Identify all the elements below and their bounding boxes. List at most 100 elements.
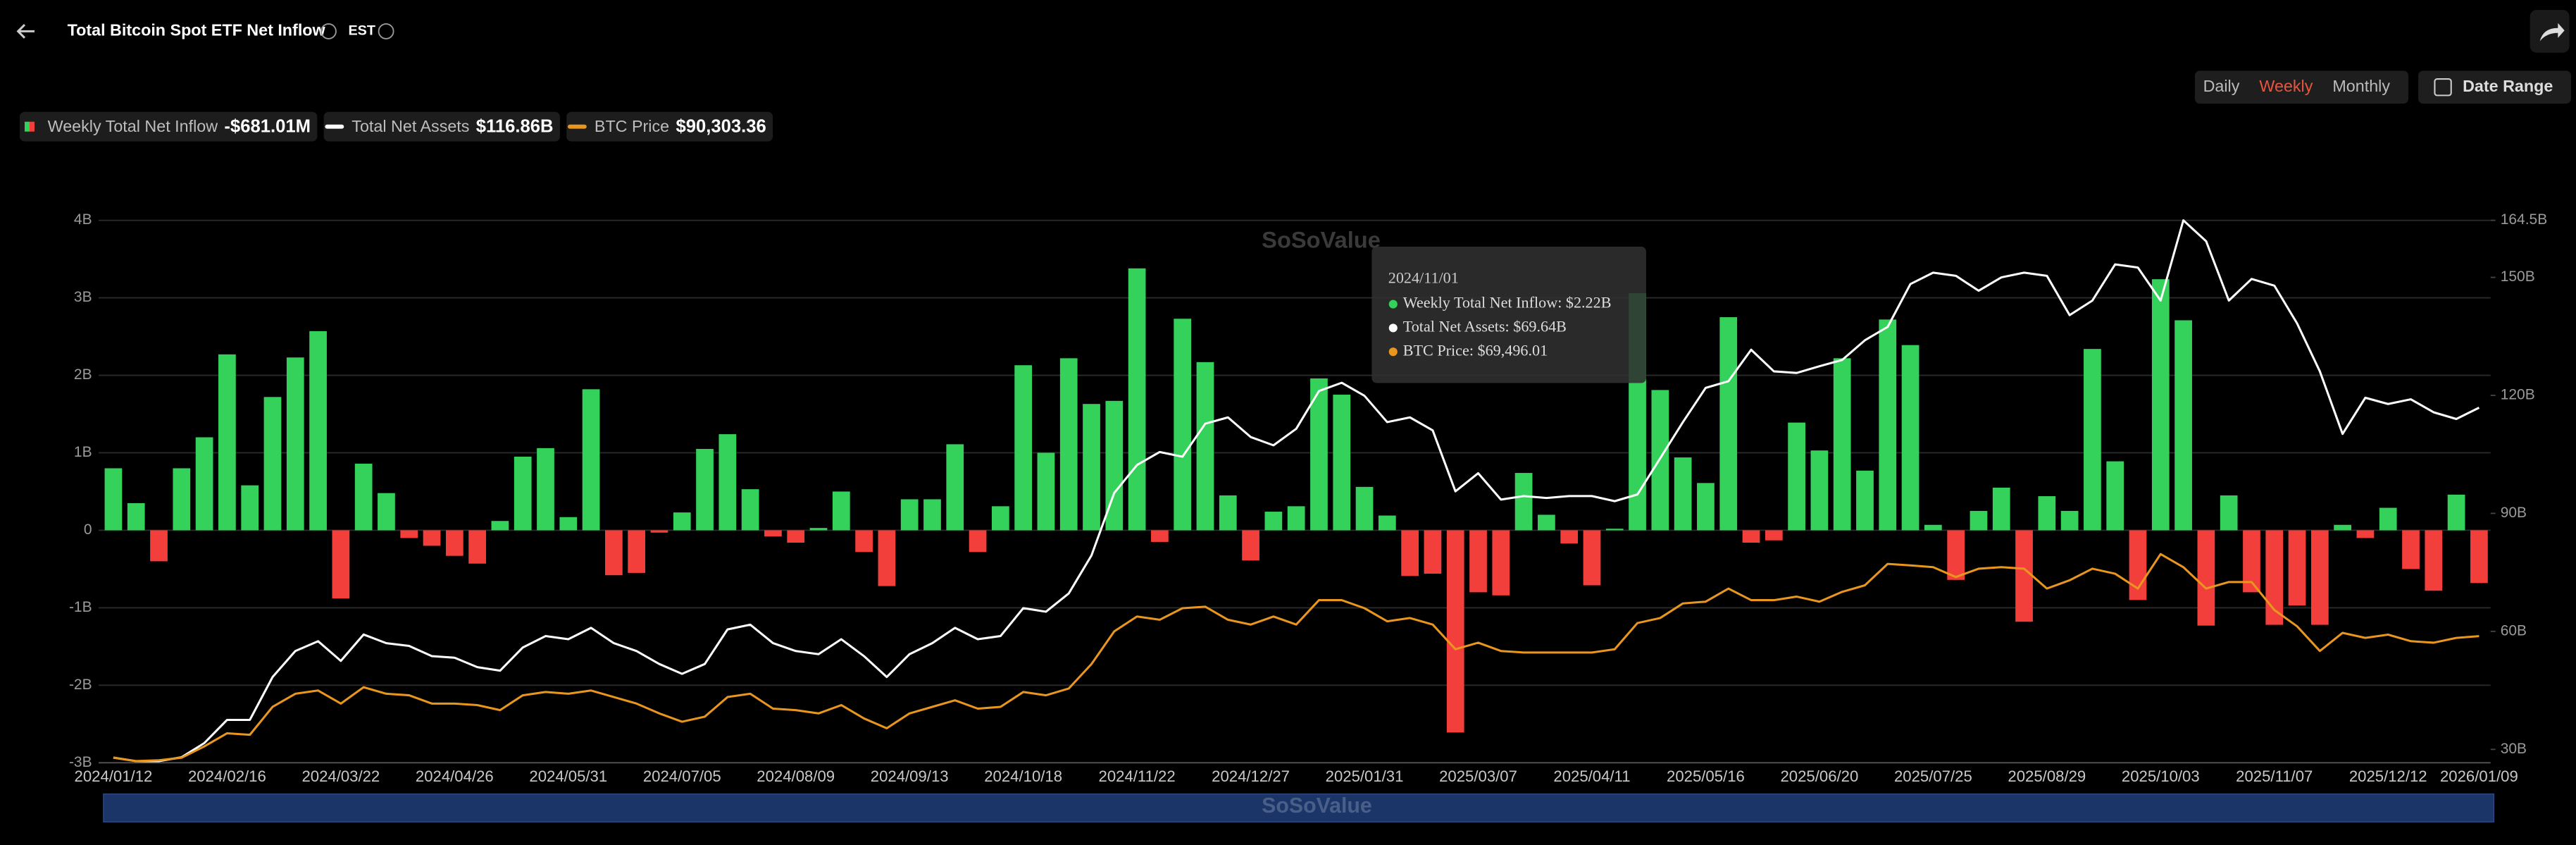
- bar: [2038, 496, 2055, 530]
- bar: [446, 530, 463, 555]
- bar: [742, 489, 759, 530]
- tooltip: [1371, 247, 1645, 383]
- bar: [628, 530, 645, 572]
- bar: [1014, 365, 1032, 530]
- bar: [2174, 320, 2192, 530]
- y2-tick-label: 30B: [2501, 741, 2527, 757]
- bar: [1719, 317, 1737, 530]
- bar: [1492, 530, 1510, 595]
- bar: [1219, 495, 1237, 530]
- legend-value: -$681.01M: [224, 117, 311, 137]
- bar: [1288, 506, 1305, 530]
- bar: [1765, 530, 1783, 540]
- bar: [1083, 404, 1100, 530]
- bar: [583, 389, 600, 530]
- bar: [1060, 358, 1078, 530]
- bar: [332, 530, 349, 598]
- bar: [2106, 462, 2124, 531]
- bar: [196, 437, 213, 530]
- bar: [764, 530, 782, 536]
- x-tick-label: 2025/07/25: [1894, 767, 1972, 785]
- bar: [1947, 530, 1965, 579]
- interval-button[interactable]: Weekly: [2259, 77, 2313, 95]
- y-tick-label: -2B: [69, 677, 92, 693]
- interval-button[interactable]: Monthly: [2332, 77, 2390, 95]
- bar: [833, 491, 850, 530]
- bar: [1447, 530, 1464, 732]
- bar: [1697, 483, 1715, 530]
- bar: [1560, 530, 1578, 543]
- bar: [1834, 358, 1851, 530]
- bar: [2198, 530, 2215, 625]
- tooltip-item: Weekly Total Net Inflow: $2.22B: [1403, 294, 1612, 312]
- x-tick-label: 2025/03/07: [1439, 767, 1517, 785]
- y2-tick-label: 120B: [2501, 387, 2535, 403]
- bar: [923, 499, 941, 530]
- bar: [150, 530, 168, 561]
- x-tick-label: 2024/05/31: [529, 767, 607, 785]
- bar: [355, 464, 373, 531]
- interval-button[interactable]: Daily: [2203, 77, 2240, 95]
- watermark: SoSoValue: [1262, 227, 1381, 253]
- x-tick-label: 2025/05/16: [1667, 767, 1745, 785]
- bar: [1174, 319, 1191, 530]
- bar: [514, 457, 532, 530]
- bar: [1879, 319, 1896, 530]
- bar: [787, 530, 804, 543]
- bar: [673, 512, 691, 530]
- bar: [1606, 529, 1624, 530]
- legend-icon: [30, 122, 35, 132]
- bar: [901, 499, 919, 530]
- bar: [810, 528, 828, 530]
- legend-label: Total Net Assets: [351, 117, 469, 135]
- legend-icon: [25, 122, 30, 132]
- bar: [1902, 345, 1919, 531]
- x-tick-label: 2024/08/09: [757, 767, 835, 785]
- x-tick-label: 2025/12/12: [2349, 767, 2427, 785]
- bar: [1401, 530, 1419, 576]
- bar: [1151, 530, 1169, 541]
- watermark-group: SoSoValue: [1262, 227, 1381, 253]
- watermark: SoSoValue: [1262, 794, 1372, 818]
- x-tick-label: 2025/08/29: [2008, 767, 2086, 785]
- bar: [264, 397, 282, 530]
- bar: [651, 530, 668, 532]
- bar: [2152, 279, 2170, 530]
- bar: [1924, 525, 1942, 531]
- tooltip-dot: [1389, 347, 1398, 356]
- tooltip-item: Total Net Assets: $69.64B: [1403, 317, 1567, 335]
- bar: [241, 486, 259, 531]
- bar: [2311, 530, 2329, 624]
- bar: [537, 448, 554, 531]
- bar: [878, 530, 896, 586]
- x-tick-label: 2025/04/11: [1553, 767, 1630, 785]
- bar: [1356, 487, 1374, 531]
- bar: [1538, 514, 1555, 530]
- x-tick-label: 2024/04/26: [416, 767, 494, 785]
- legend-label: Weekly Total Net Inflow: [48, 117, 218, 135]
- y2-tick-label: 150B: [2501, 269, 2535, 285]
- x-tick-label: 2024/10/18: [984, 767, 1062, 785]
- bar: [378, 493, 395, 531]
- x-tick-label: 2025/11/07: [2236, 767, 2313, 785]
- bar: [1379, 516, 1396, 531]
- bar: [468, 530, 486, 563]
- bar: [2470, 530, 2488, 583]
- bar: [718, 434, 736, 530]
- bar: [1788, 423, 1805, 531]
- bar: [127, 503, 145, 530]
- bar: [559, 517, 577, 531]
- bar: [2061, 511, 2079, 530]
- bar: [992, 506, 1009, 530]
- legend-value: $116.86B: [476, 117, 554, 137]
- tooltip-dot: [1389, 300, 1398, 309]
- tooltip-item: BTC Price: $69,496.01: [1403, 341, 1548, 359]
- x-tick-label: 2024/02/16: [188, 767, 266, 785]
- bar: [492, 521, 509, 530]
- bar: [2357, 530, 2375, 538]
- date-range-label: Date Range: [2463, 77, 2553, 95]
- bar: [2379, 508, 2397, 531]
- x-tick-label: 2025/06/20: [1780, 767, 1858, 785]
- x-tick-label: 2026/01/09: [2440, 767, 2518, 785]
